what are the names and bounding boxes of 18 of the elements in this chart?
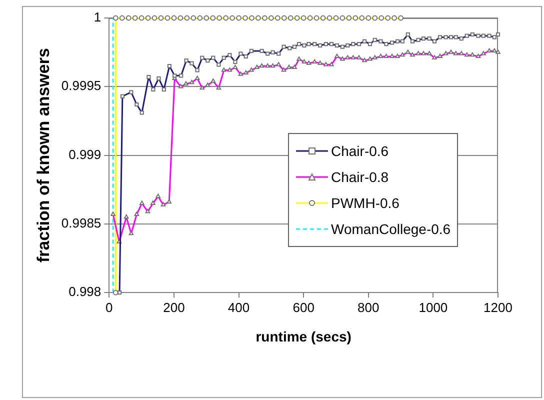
y-tick-label: 0.9985 <box>61 216 102 231</box>
legend-label: Chair-0.6 <box>331 143 389 160</box>
y-axis-title: fraction of known answers <box>34 48 53 263</box>
x-tick-label: 800 <box>358 300 380 315</box>
y-tick-label: 1 <box>94 10 102 25</box>
legend-label: Chair-0.8 <box>331 169 389 186</box>
x-tick-label: 0 <box>106 300 113 315</box>
x-tick-label: 1000 <box>418 300 448 315</box>
x-tick-label: 400 <box>228 300 250 315</box>
x-tick-label: 600 <box>292 300 314 315</box>
legend-label: WomanCollege-0.6 <box>331 221 451 238</box>
legend-label: PWMH-0.6 <box>331 195 400 212</box>
y-tick-label: 0.999 <box>68 146 102 162</box>
y-tick-label: 0.998 <box>68 284 102 300</box>
x-tick-label: 200 <box>163 300 185 315</box>
y-tick-label: 0.9995 <box>61 78 102 94</box>
x-axis-title: runtime (secs) <box>256 328 352 344</box>
x-tick-label: 1200 <box>484 300 512 315</box>
